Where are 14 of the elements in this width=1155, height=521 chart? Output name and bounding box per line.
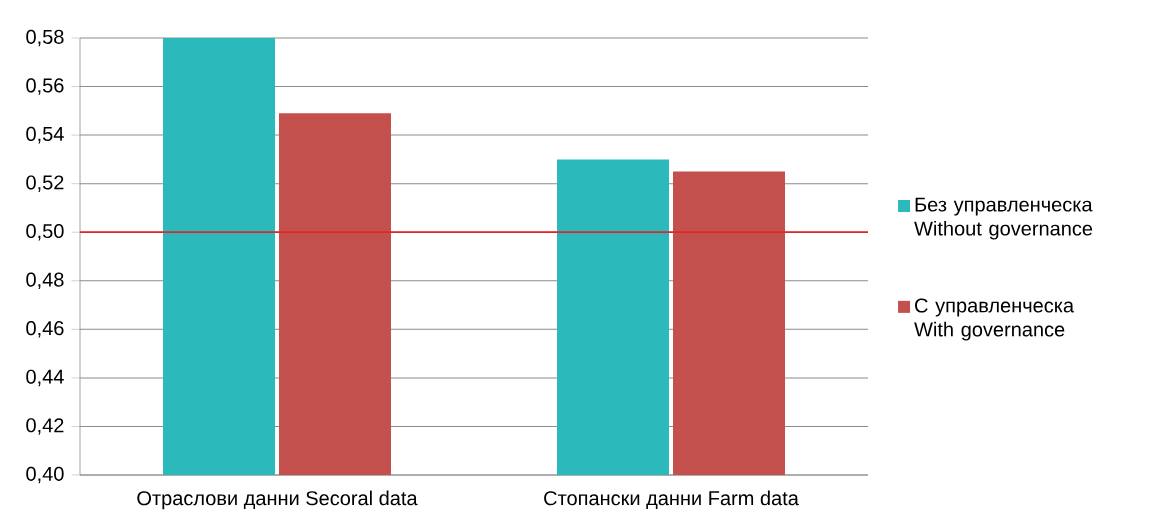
y-tick-label: 0,50 xyxy=(26,223,64,241)
y-tick-label: 0,58 xyxy=(26,29,64,47)
legend-label: С управленческа With governance xyxy=(914,298,1075,341)
y-tick-label: 0,42 xyxy=(26,418,64,435)
y-tick-label: 0,56 xyxy=(26,78,64,95)
y-tick-label: 0,52 xyxy=(26,175,64,192)
y-tick-label: 0,46 xyxy=(26,321,64,338)
y-tick-label: 0,40 xyxy=(26,466,64,484)
y-tick-label: 0,54 xyxy=(26,126,64,144)
legend-label: Без управленческа Without governance xyxy=(914,197,1093,240)
x-tick-label: Стопански данни Farm data xyxy=(544,490,799,510)
y-tick-label: 0,44 xyxy=(26,369,64,387)
y-tick-label: 0,48 xyxy=(26,272,64,290)
x-tick-label: Отраслови данни Secoral data xyxy=(137,490,418,510)
